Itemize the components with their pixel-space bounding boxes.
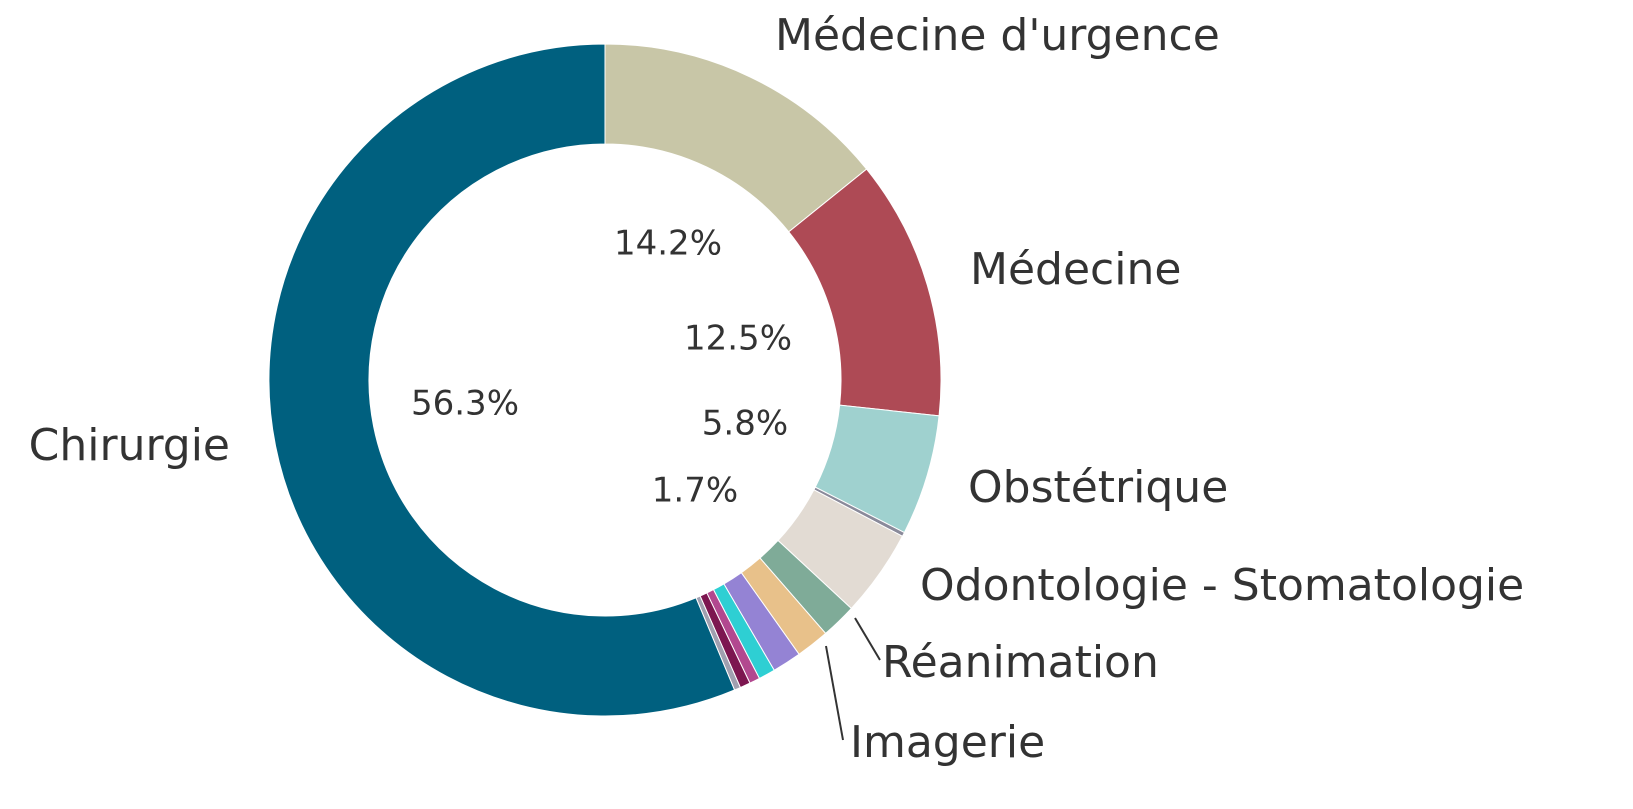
slice-label: Chirurgie: [29, 420, 230, 471]
slice-label: Odontologie - Stomatologie: [920, 560, 1524, 611]
slice-label: Imagerie: [850, 717, 1045, 768]
value-label: 14.2%: [614, 224, 722, 264]
slice-label: Médecine d'urgence: [775, 10, 1220, 61]
value-label: 56.3%: [411, 384, 519, 424]
slice-label: Obstétrique: [968, 462, 1228, 513]
donut-slice: [268, 43, 736, 717]
value-label: 12.5%: [684, 319, 792, 359]
slice-label: Médecine: [970, 244, 1181, 295]
slice-label: Réanimation: [882, 637, 1159, 688]
leader-line: [854, 617, 881, 661]
value-label: 5.8%: [702, 404, 788, 444]
leader-line: [825, 645, 844, 741]
value-label: 1.7%: [652, 471, 738, 511]
